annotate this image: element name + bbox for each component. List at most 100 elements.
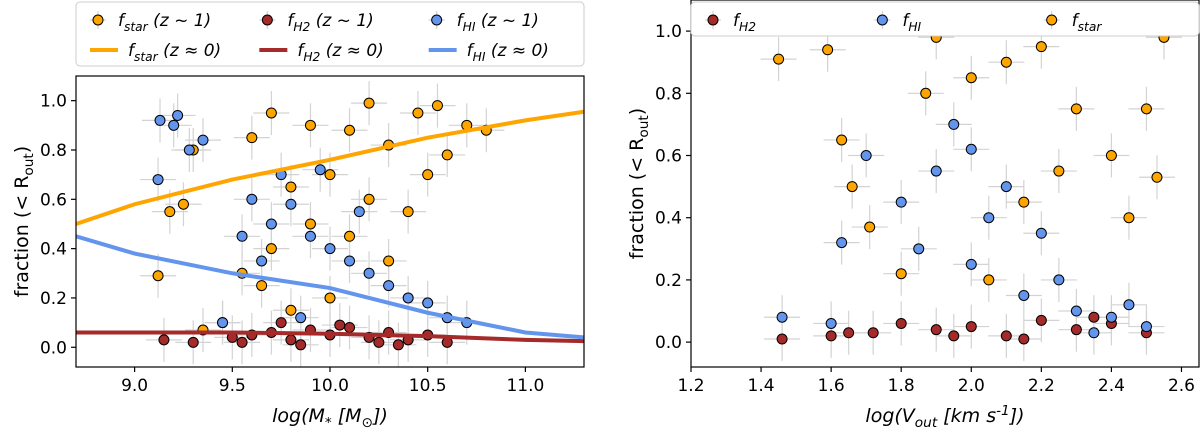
data-point xyxy=(1088,327,1100,339)
data-point xyxy=(324,243,336,255)
y-tick-label: 1.0 xyxy=(655,22,682,42)
legend-box xyxy=(75,1,585,67)
legend-label: fH2​ xyxy=(733,11,756,34)
data-point xyxy=(920,87,932,99)
x-tick-label: 1.2 xyxy=(677,376,704,396)
data-point xyxy=(285,198,297,210)
data-point xyxy=(197,134,209,146)
data-point xyxy=(948,330,960,342)
data-point xyxy=(1105,311,1117,323)
data-point xyxy=(846,181,858,193)
data-point xyxy=(402,292,414,304)
data-point xyxy=(1151,171,1163,183)
data-point xyxy=(152,270,164,282)
data-point xyxy=(217,317,229,329)
x-tick-label: 1.4 xyxy=(748,376,775,396)
data-point xyxy=(168,119,180,131)
data-point xyxy=(344,322,356,334)
legend-box xyxy=(690,1,1200,37)
data-point xyxy=(236,336,248,348)
data-point xyxy=(172,109,184,121)
data-point xyxy=(1035,314,1047,326)
data-point xyxy=(913,243,925,255)
legend-label: fHI​ xyxy=(902,11,921,34)
data-point xyxy=(1000,56,1012,68)
data-point xyxy=(1070,324,1082,336)
data-point xyxy=(776,333,788,345)
data-point xyxy=(383,255,395,267)
data-point xyxy=(930,165,942,177)
data-point xyxy=(236,230,248,242)
data-point xyxy=(1000,181,1012,193)
data-point xyxy=(353,206,365,218)
data-point xyxy=(822,44,834,56)
data-point xyxy=(864,221,876,233)
x-axis-label: log(Vout​ [km s-1​]) xyxy=(865,403,1024,431)
x-axis-label: log(M*​ [M⊙​]) xyxy=(272,405,388,431)
y-tick-label: 0.0 xyxy=(655,333,682,353)
y-tick-label: 0.4 xyxy=(40,240,67,260)
y-tick-label: 0.6 xyxy=(655,147,682,167)
legend: fH2​ fHI​ fstar​ xyxy=(690,1,1200,37)
data-point xyxy=(363,193,375,205)
data-point xyxy=(183,144,195,156)
data-point xyxy=(1140,321,1152,333)
data-point xyxy=(1070,305,1082,317)
data-point xyxy=(152,174,164,186)
data-point xyxy=(285,181,297,193)
data-point xyxy=(285,334,297,346)
x-tick-label: 1.8 xyxy=(888,376,915,396)
data-point xyxy=(825,317,837,329)
y-tick-label: 0.2 xyxy=(40,289,67,309)
y-tick-label: 0.6 xyxy=(40,190,67,210)
data-point xyxy=(402,206,414,218)
data-point xyxy=(776,311,788,323)
legend-label: fHI​ (z ≈ 0) xyxy=(467,41,549,64)
x-tick-label: 10.0 xyxy=(311,376,349,396)
legend-point-marker xyxy=(431,14,443,26)
x-tick-label: 2.2 xyxy=(1028,376,1055,396)
legend-point-marker xyxy=(876,14,888,26)
data-point xyxy=(265,218,277,230)
data-point xyxy=(965,143,977,155)
data-point xyxy=(965,72,977,84)
data-point xyxy=(363,97,375,109)
data-point xyxy=(1123,299,1135,311)
y-tick-label: 1.0 xyxy=(40,92,67,112)
data-point xyxy=(324,292,336,304)
trend-line xyxy=(76,109,584,226)
legend-label: fstar​ xyxy=(1072,11,1103,34)
data-point xyxy=(1053,165,1065,177)
data-point xyxy=(373,336,385,348)
data-point xyxy=(164,206,176,218)
data-point xyxy=(965,258,977,270)
data-point xyxy=(256,280,268,292)
data-point xyxy=(324,169,336,181)
legend-point-marker xyxy=(707,14,719,26)
data-point xyxy=(836,237,848,249)
data-point xyxy=(1018,333,1030,345)
data-point xyxy=(1123,212,1135,224)
data-point xyxy=(965,321,977,333)
legend-label: fHI​ (z ~ 1) xyxy=(457,11,539,34)
data-point xyxy=(285,304,297,316)
data-point xyxy=(158,334,170,346)
data-point xyxy=(1035,41,1047,53)
trend-line xyxy=(76,234,584,340)
data-point xyxy=(431,100,443,112)
data-point xyxy=(304,119,316,131)
x-tick-label: 2.6 xyxy=(1168,376,1195,396)
data-point xyxy=(860,150,872,162)
x-tick-label: 9.0 xyxy=(121,376,148,396)
plot-frame xyxy=(690,0,1200,368)
y-tick-label: 0.4 xyxy=(655,209,682,229)
data-point xyxy=(383,280,395,292)
data-point xyxy=(1053,274,1065,286)
data-point xyxy=(773,53,785,65)
data-point xyxy=(304,218,316,230)
y-tick-label: 0.8 xyxy=(40,141,67,161)
plot-area xyxy=(760,15,1182,362)
data-point xyxy=(843,327,855,339)
data-point xyxy=(1105,150,1117,162)
